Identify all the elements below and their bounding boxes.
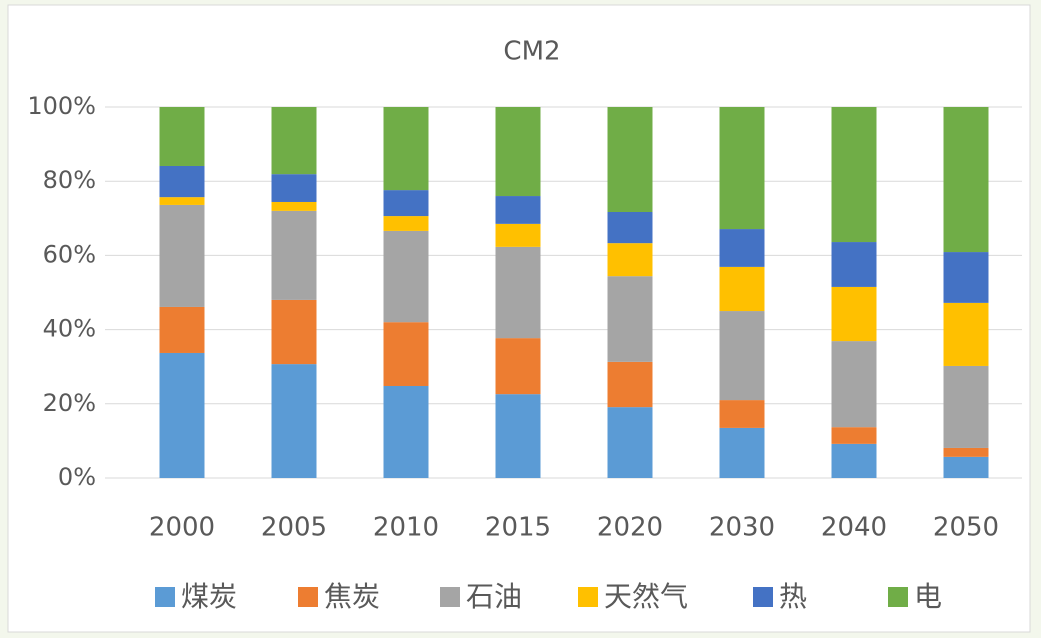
legend-swatch xyxy=(298,587,318,607)
bar-segment xyxy=(943,252,989,303)
x-tick-label: 2040 xyxy=(821,513,887,543)
bar-segment xyxy=(831,107,877,243)
bar-segment xyxy=(719,266,765,312)
bar-segment xyxy=(495,338,541,395)
bar-segment xyxy=(159,165,205,198)
bar-segment xyxy=(607,107,653,212)
bar-segment xyxy=(719,311,765,401)
bar-segment xyxy=(271,201,317,211)
x-tick-label: 2010 xyxy=(373,513,439,543)
bar-segment xyxy=(383,322,429,386)
bar-segment xyxy=(607,407,653,478)
bar-segment xyxy=(831,443,877,478)
bar-segment xyxy=(943,456,989,478)
bar-segment xyxy=(719,229,765,267)
bar-segment xyxy=(943,365,989,448)
bar-segment xyxy=(607,243,653,277)
legend-label: 电 xyxy=(914,580,942,613)
y-tick-label: 60% xyxy=(43,240,96,268)
bar-segment xyxy=(495,223,541,247)
bar-segment xyxy=(383,107,429,191)
legend-swatch xyxy=(578,587,598,607)
bar-segment xyxy=(159,306,205,353)
bar-segment xyxy=(607,211,653,244)
x-tick-label: 2015 xyxy=(485,513,551,543)
y-tick-label: 80% xyxy=(43,166,96,194)
bar-segment xyxy=(943,302,989,366)
x-tick-label: 2000 xyxy=(149,513,215,543)
bar-segment xyxy=(159,352,205,478)
bar-segment xyxy=(383,385,429,478)
legend-swatch xyxy=(888,587,908,607)
bar-segment xyxy=(159,107,205,166)
legend-label: 天然气 xyxy=(604,580,688,613)
bar-segment xyxy=(271,299,317,365)
bar-segment xyxy=(831,286,877,342)
bar-segment xyxy=(495,246,541,339)
bar-segment xyxy=(495,107,541,197)
x-tick-label: 2005 xyxy=(261,513,327,543)
x-tick-label: 2030 xyxy=(709,513,775,543)
x-tick-label: 2050 xyxy=(933,513,999,543)
bar-segment xyxy=(943,107,989,253)
bar-segment xyxy=(159,197,205,205)
bar-segment xyxy=(271,174,317,202)
y-tick-label: 0% xyxy=(58,463,96,491)
bar-segment xyxy=(271,210,317,300)
x-tick-label: 2020 xyxy=(597,513,663,543)
legend-swatch xyxy=(440,587,460,607)
legend-swatch xyxy=(155,587,175,607)
bar-segment xyxy=(495,394,541,478)
bar-segment xyxy=(831,427,877,444)
bar-segment xyxy=(383,216,429,231)
legend-swatch xyxy=(753,587,773,607)
bar-segment xyxy=(383,190,429,217)
y-tick-label: 100% xyxy=(27,92,96,120)
bar-segment xyxy=(607,361,653,408)
bar-segment xyxy=(495,196,541,224)
bar-segment xyxy=(719,107,765,230)
bar-segment xyxy=(719,400,765,428)
legend-label: 煤炭 xyxy=(181,580,237,613)
bar-segment xyxy=(159,204,205,307)
bar-segment xyxy=(943,447,989,457)
legend-label: 热 xyxy=(779,580,807,613)
bar-segment xyxy=(607,276,653,362)
chart-title: CM2 xyxy=(503,37,560,67)
bar-segment xyxy=(831,242,877,287)
y-tick-label: 20% xyxy=(43,389,96,417)
bar-segment xyxy=(271,107,317,175)
bar-segment xyxy=(719,427,765,478)
bar-segment xyxy=(831,341,877,428)
y-tick-label: 40% xyxy=(43,315,96,343)
legend-label: 石油 xyxy=(466,580,522,613)
bar-segment xyxy=(271,364,317,478)
bar-segment xyxy=(383,230,429,323)
legend-label: 焦炭 xyxy=(324,580,380,613)
